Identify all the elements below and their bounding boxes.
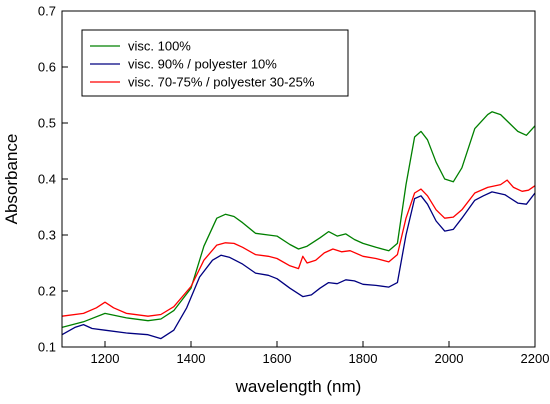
y-tick-label-0.6: 0.6 <box>38 60 56 75</box>
y-axis-title: Absorbance <box>2 134 21 225</box>
y-tick-label-0.2: 0.2 <box>38 284 56 299</box>
series-line-1 <box>61 111 536 329</box>
legend-box <box>81 29 349 97</box>
x-tick-label-1800: 1800 <box>349 351 378 366</box>
x-tick-label-1200: 1200 <box>91 351 120 366</box>
legend-label-2: visc. 90% / polyester 10% <box>128 57 277 72</box>
x-tick-label-1600: 1600 <box>263 351 292 366</box>
y-tick-label-0.4: 0.4 <box>38 172 56 187</box>
x-axis-title: wavelength (nm) <box>235 377 362 396</box>
series-line-2 <box>61 191 536 340</box>
y-tick-label-0.3: 0.3 <box>38 228 56 243</box>
series-line-3 <box>61 179 536 317</box>
x-tick-label-1400: 1400 <box>177 351 206 366</box>
legend: visc. 100% visc. 90% / polyester 10% visc.… <box>81 29 349 97</box>
x-tick-label-2200: 2200 <box>521 351 550 366</box>
legend-label-1: visc. 100% <box>128 39 191 54</box>
y-tick-label-0.7: 0.7 <box>38 4 56 19</box>
series-layer <box>61 111 536 340</box>
legend-label-3: visc. 70-75% / polyester 30-25% <box>128 75 315 90</box>
y-tick-label-0.1: 0.1 <box>38 340 56 355</box>
y-tick-label-0.5: 0.5 <box>38 116 56 131</box>
x-tick-label-2000: 2000 <box>435 351 464 366</box>
axes-layer: 1200 1400 1600 1800 2000 2200 0.1 0.2 0.3 0.4 0.5 0… <box>38 4 550 367</box>
